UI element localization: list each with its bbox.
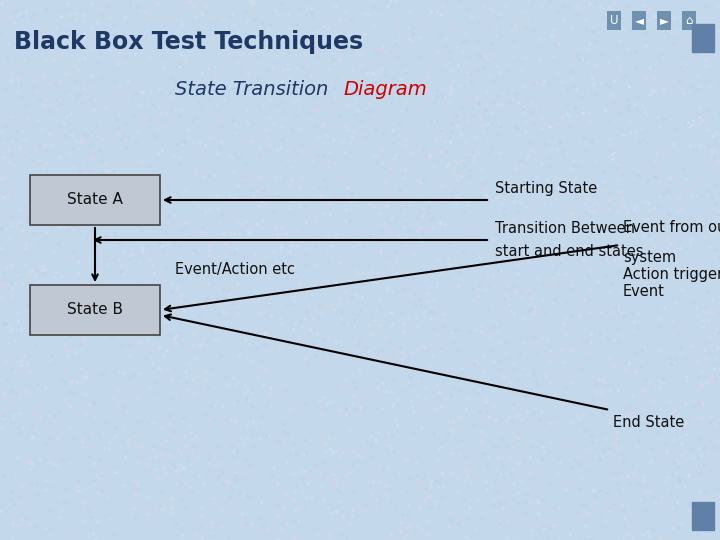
Bar xyxy=(30,175,160,225)
Text: ⌂: ⌂ xyxy=(685,14,693,27)
Text: End State: End State xyxy=(613,415,684,430)
Text: State Transition: State Transition xyxy=(175,80,335,99)
Text: Transition Between: Transition Between xyxy=(495,221,635,236)
Text: U: U xyxy=(610,14,618,27)
Text: State B: State B xyxy=(67,302,123,318)
Text: Diagram: Diagram xyxy=(343,80,427,99)
Text: Black Box Test Techniques: Black Box Test Techniques xyxy=(14,30,363,54)
Text: Event/Action etc: Event/Action etc xyxy=(175,262,295,277)
Text: start and end states: start and end states xyxy=(495,244,644,259)
Text: Event from outside the: Event from outside the xyxy=(623,220,720,235)
Bar xyxy=(692,24,714,52)
Text: Action triggered by: Action triggered by xyxy=(623,267,720,282)
Text: Event: Event xyxy=(623,284,665,299)
Text: ►: ► xyxy=(660,14,668,27)
Bar xyxy=(30,285,160,335)
Text: State A: State A xyxy=(67,192,123,207)
Text: system: system xyxy=(623,250,676,265)
Bar xyxy=(692,502,714,530)
Text: ◄: ◄ xyxy=(634,14,644,27)
Text: Starting State: Starting State xyxy=(495,181,598,196)
